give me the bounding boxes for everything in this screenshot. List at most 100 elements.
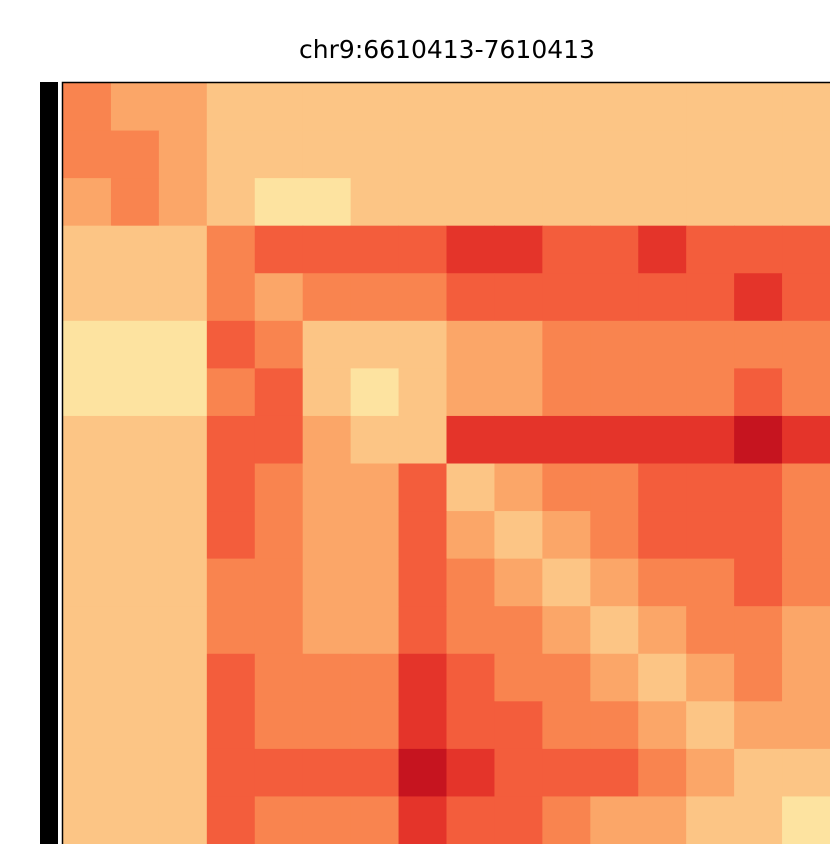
heatmap-cell — [494, 320, 543, 369]
heatmap-cell — [350, 368, 400, 417]
heatmap-cell — [494, 225, 543, 274]
heatmap-cell — [63, 225, 112, 274]
heatmap-cell — [63, 273, 112, 322]
heatmap-cell — [350, 463, 400, 512]
heatmap-cell — [542, 511, 591, 560]
heatmap-cell — [158, 701, 208, 750]
heatmap-cell — [638, 748, 687, 797]
heatmap-cell — [734, 606, 783, 655]
heatmap-cell — [63, 511, 112, 560]
heatmap-cell — [206, 748, 256, 797]
heatmap-cell — [398, 748, 447, 797]
heatmap-cell — [638, 701, 687, 750]
heatmap-cell — [158, 273, 208, 322]
heatmap-cell — [782, 701, 830, 750]
heatmap-cell — [446, 130, 495, 179]
heatmap-cell — [686, 796, 735, 844]
chart-title: chr9:6610413-7610413 — [299, 35, 595, 64]
heatmap-cell — [63, 320, 112, 369]
heatmap-cell — [734, 701, 783, 750]
heatmap-cell — [734, 748, 783, 797]
heatmap-cell — [110, 415, 160, 464]
heatmap-cell — [590, 653, 639, 702]
heatmap-cell — [254, 320, 304, 369]
heatmap-cell — [350, 320, 400, 369]
heatmap-cell — [638, 320, 687, 369]
heatmap-cell — [302, 368, 352, 417]
heatmap-cell — [542, 178, 591, 227]
heatmap — [63, 83, 830, 844]
heatmap-cell — [206, 83, 256, 132]
heatmap-cell — [638, 463, 687, 512]
heatmap-cell — [350, 558, 400, 607]
heatmap-cell — [782, 130, 830, 179]
heatmap-cell — [110, 83, 160, 132]
heatmap-cell — [686, 368, 735, 417]
heatmap-cell — [302, 225, 352, 274]
heatmap-cell — [734, 178, 783, 227]
heatmap-cell — [63, 178, 112, 227]
heatmap-cell — [350, 130, 400, 179]
heatmap-cell — [110, 320, 160, 369]
heatmap-cell — [254, 463, 304, 512]
heatmap-cell — [398, 463, 447, 512]
heatmap-cell — [446, 320, 495, 369]
heatmap-cell — [590, 83, 639, 132]
heatmap-cell — [590, 225, 639, 274]
heatmap-cell — [542, 558, 591, 607]
heatmap-cell — [590, 415, 639, 464]
heatmap-cell — [590, 178, 639, 227]
heatmap-cell — [734, 558, 783, 607]
heatmap-cell — [158, 130, 208, 179]
heatmap-cell — [686, 463, 735, 512]
heatmap-cell — [446, 463, 495, 512]
heatmap-cell — [734, 273, 783, 322]
heatmap-cell — [686, 320, 735, 369]
heatmap-cell — [158, 511, 208, 560]
heatmap-cell — [206, 320, 256, 369]
heatmap-cell — [686, 415, 735, 464]
heatmap-cell — [302, 796, 352, 844]
heatmap-cell — [63, 701, 112, 750]
heatmap-cell — [686, 701, 735, 750]
heatmap-cell — [63, 653, 112, 702]
heatmap-cell — [254, 558, 304, 607]
heatmap-cell — [254, 368, 304, 417]
heatmap-cell — [494, 83, 543, 132]
heatmap-cell — [206, 225, 256, 274]
heatmap-cell — [158, 225, 208, 274]
heatmap-cell — [254, 178, 304, 227]
heatmap-cell — [302, 748, 352, 797]
heatmap-cell — [494, 273, 543, 322]
heatmap-cell — [494, 178, 543, 227]
heatmap-cell — [686, 558, 735, 607]
heatmap-cell — [158, 368, 208, 417]
heatmap-cell — [494, 463, 543, 512]
heatmap-cell — [158, 83, 208, 132]
heatmap-cell — [590, 273, 639, 322]
heatmap-cell — [63, 83, 112, 132]
heatmap-cell — [590, 558, 639, 607]
heatmap-cell — [734, 130, 783, 179]
heatmap-cell — [782, 415, 830, 464]
heatmap-cell — [254, 130, 304, 179]
heatmap-cell — [110, 130, 160, 179]
heatmap-cell — [110, 748, 160, 797]
heatmap-cell — [734, 225, 783, 274]
heatmap-cell — [446, 368, 495, 417]
heatmap-cell — [206, 368, 256, 417]
heatmap-cell — [398, 606, 447, 655]
heatmap-cell — [110, 558, 160, 607]
heatmap-cell — [158, 606, 208, 655]
heatmap-cell — [206, 130, 256, 179]
heatmap-cell — [542, 463, 591, 512]
heatmap-cell — [158, 415, 208, 464]
heatmap-cell — [782, 796, 830, 844]
heatmap-cell — [590, 796, 639, 844]
heatmap-cell — [734, 796, 783, 844]
heatmap-cell — [494, 368, 543, 417]
heatmap-cell — [542, 273, 591, 322]
heatmap-cell — [350, 701, 400, 750]
heatmap-cell — [638, 225, 687, 274]
